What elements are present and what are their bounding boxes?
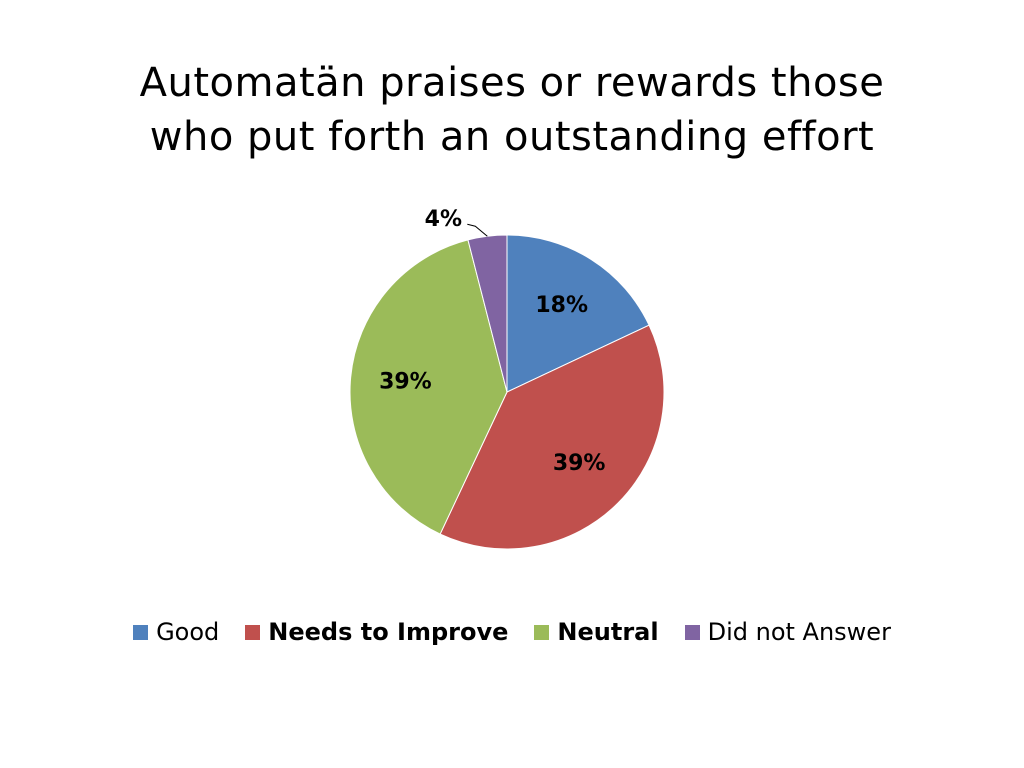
legend-label: Did not Answer bbox=[707, 618, 891, 646]
legend-item: Good bbox=[133, 618, 219, 646]
legend-swatch bbox=[133, 624, 149, 640]
legend-label: Good bbox=[156, 618, 220, 646]
data-label: 4% bbox=[425, 207, 462, 232]
data-label: 18% bbox=[535, 293, 588, 318]
legend-label: Neutral bbox=[557, 618, 659, 646]
legend: Good Needs to Improve Neutral Did not Answe… bbox=[0, 618, 1024, 646]
legend-label: Needs to Improve bbox=[268, 618, 509, 646]
legend-item: Neutral bbox=[534, 618, 659, 646]
data-label: 39% bbox=[553, 451, 606, 476]
pie-slice bbox=[349, 239, 508, 535]
chart-title: Automatän praises or rewards those who p… bbox=[139, 60, 885, 160]
data-label: 39% bbox=[379, 369, 432, 394]
legend-swatch bbox=[684, 624, 700, 640]
pie-slice bbox=[439, 324, 665, 550]
legend-swatch bbox=[245, 624, 261, 640]
leader-line bbox=[467, 223, 488, 237]
chart: 18% 39% 39% 4% bbox=[349, 207, 665, 550]
legend-item: Did not Answer bbox=[684, 618, 891, 646]
pie-slice bbox=[506, 234, 650, 393]
legend-swatch bbox=[534, 624, 550, 640]
legend-item: Needs to Improve bbox=[245, 618, 508, 646]
